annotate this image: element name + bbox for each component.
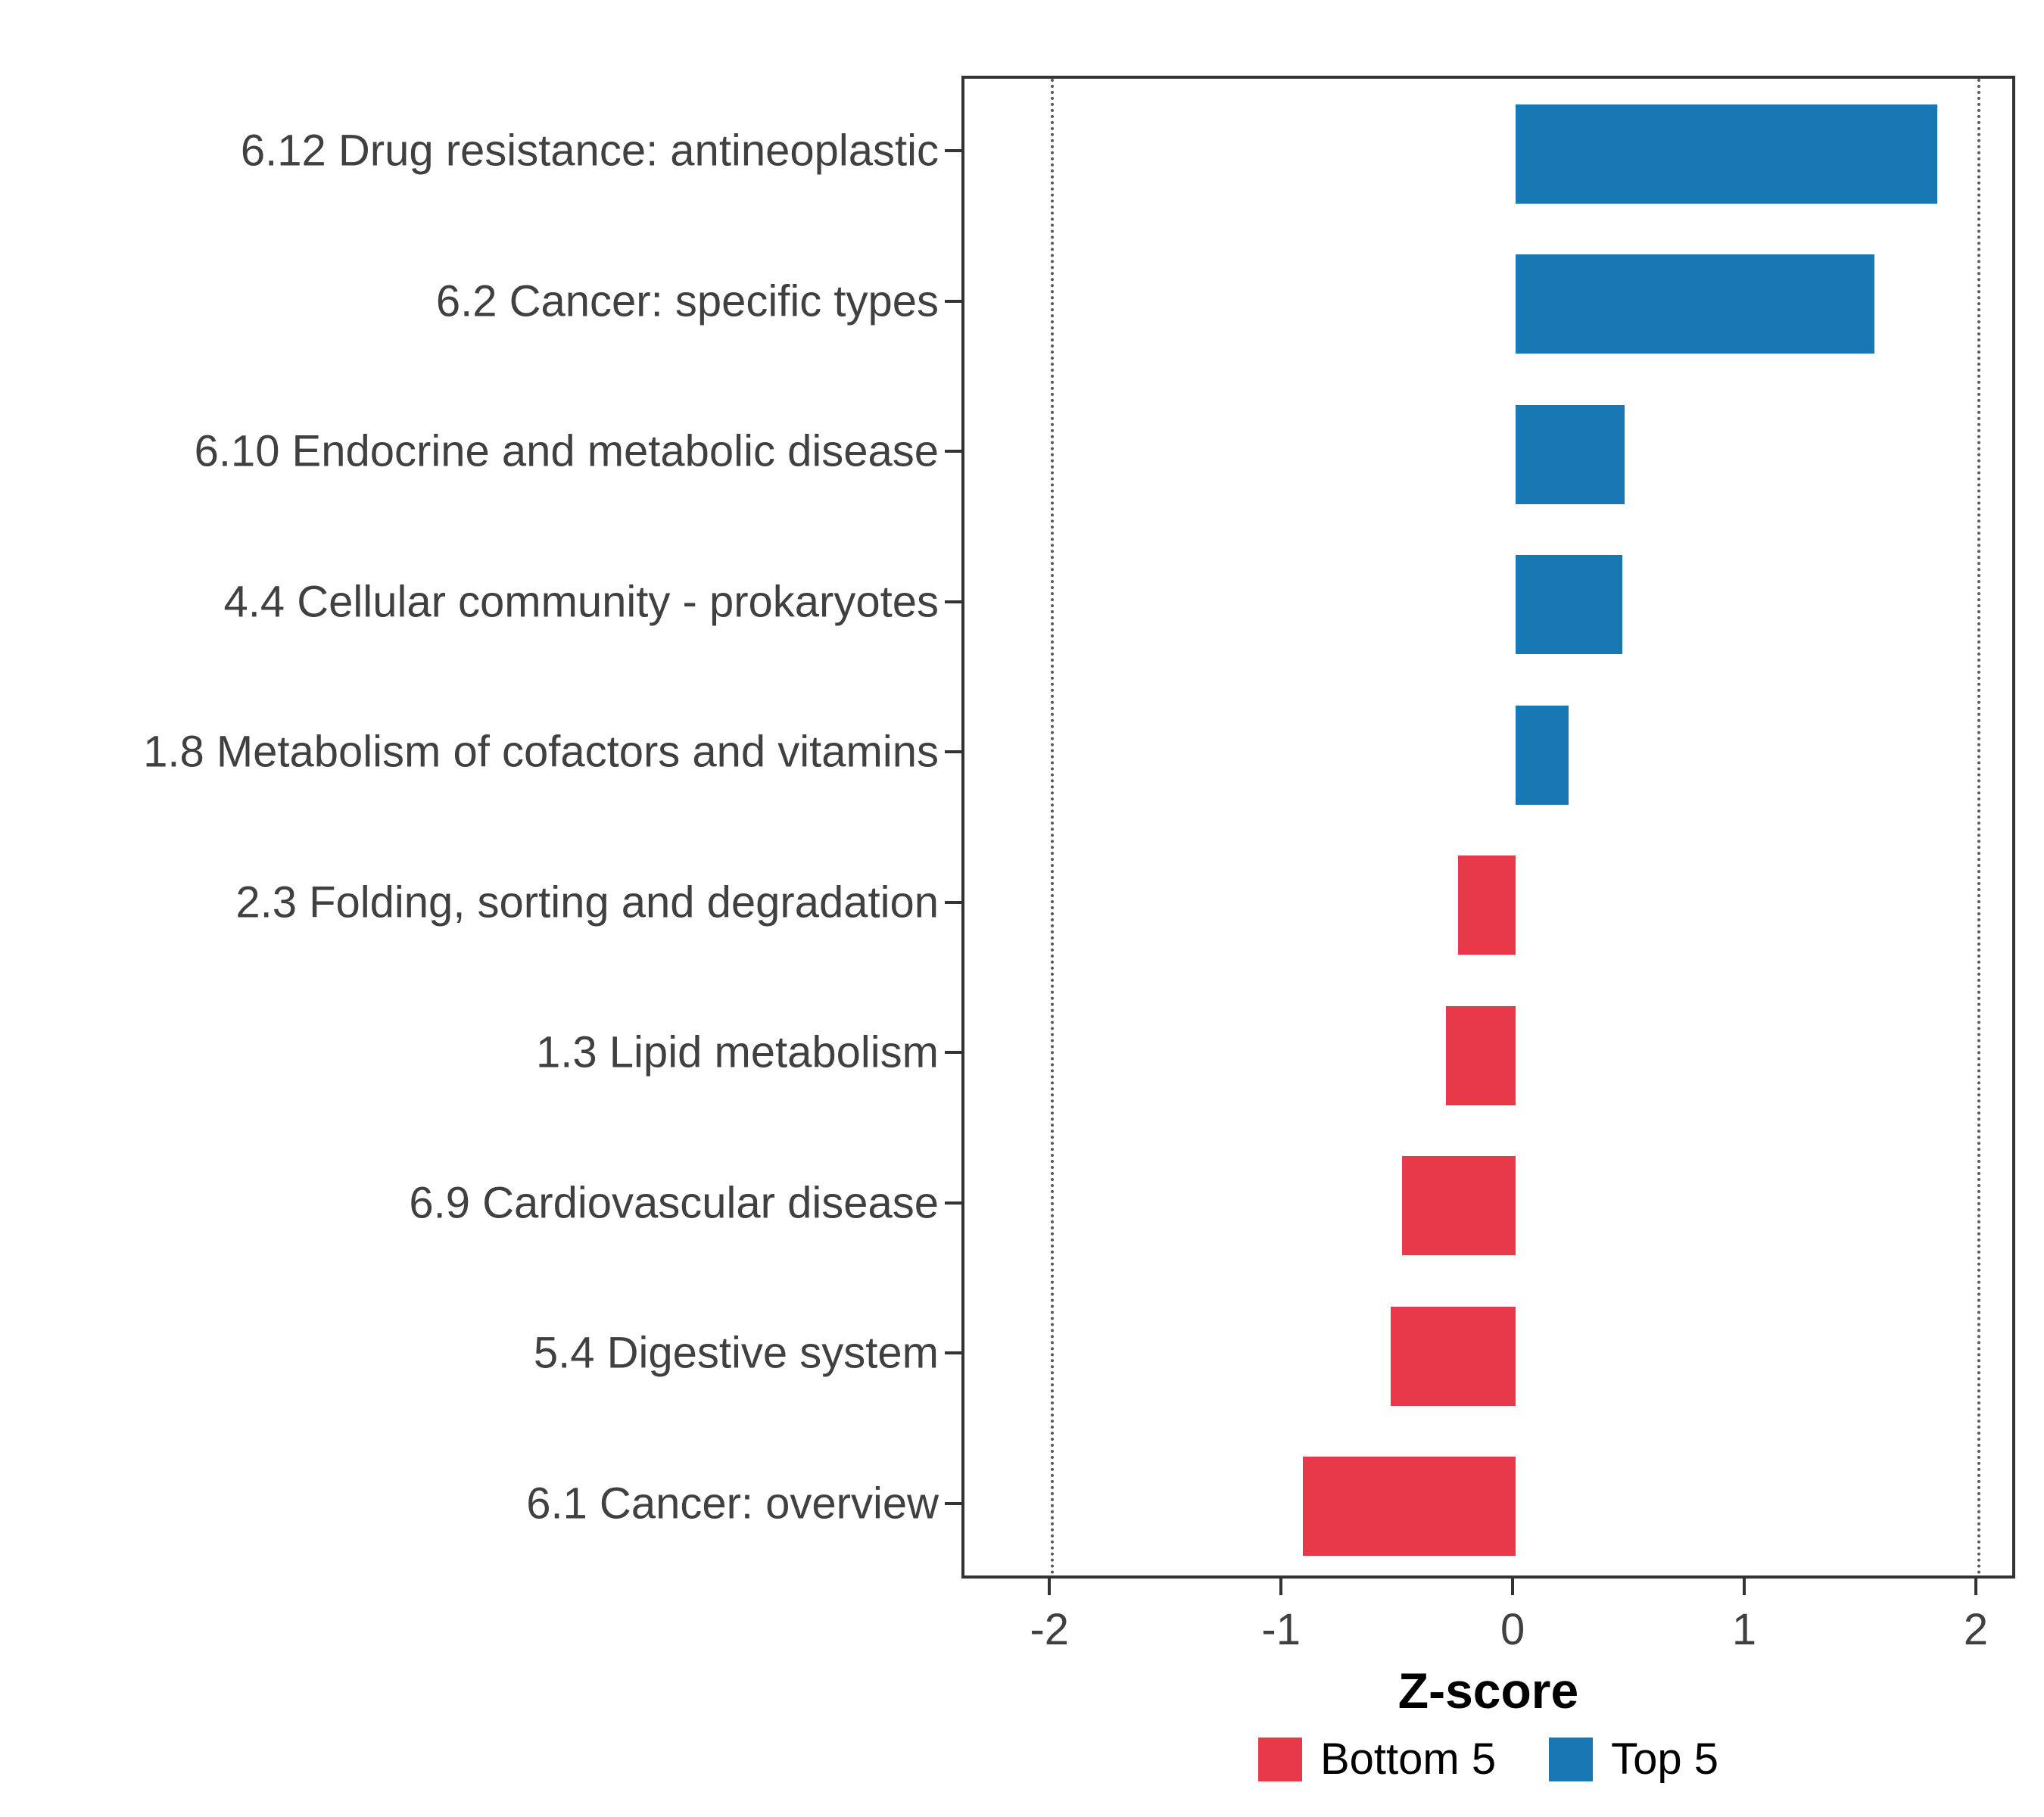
- x-axis-title: Z-score: [1397, 1663, 1579, 1719]
- bar-0: [1516, 104, 1937, 204]
- bar-3: [1516, 555, 1622, 655]
- x-axis-tick: [1048, 1579, 1052, 1595]
- y-axis-label: 6.10 Endocrine and metabolic disease: [194, 426, 939, 476]
- y-axis-labels: 6.12 Drug resistance: antineoplastic 6.2 …: [0, 76, 939, 1579]
- y-axis-tick: [945, 1501, 961, 1505]
- x-axis-tick: [1511, 1579, 1515, 1595]
- y-axis-tick: [945, 1051, 961, 1055]
- bar-6: [1446, 1005, 1516, 1105]
- x-axis-tick: [1974, 1579, 1977, 1595]
- x-axis-tick-label: 2: [1963, 1605, 1989, 1654]
- reference-line-2: [1977, 79, 1980, 1575]
- y-axis-label: 6.2 Cancer: specific types: [435, 276, 939, 326]
- plot-panel: [961, 76, 2015, 1579]
- bar-4: [1516, 705, 1569, 805]
- y-axis-label: 4.4 Cellular community - prokaryotes: [223, 577, 939, 627]
- y-axis-tick: [945, 1201, 961, 1205]
- y-axis-tick: [945, 750, 961, 754]
- y-axis-tick: [945, 900, 961, 904]
- y-axis-tick: [945, 600, 961, 603]
- legend-item: Bottom 5: [1257, 1734, 1497, 1784]
- y-axis-tick: [945, 1351, 961, 1355]
- x-axis-tick: [1279, 1579, 1283, 1595]
- bar-5: [1457, 856, 1516, 955]
- y-axis-label: 5.4 Digestive system: [533, 1328, 939, 1378]
- x-axis-tick-label: -1: [1261, 1605, 1301, 1654]
- y-axis-tick: [945, 149, 961, 153]
- x-axis-tick-label: -2: [1030, 1605, 1070, 1654]
- bar-7: [1402, 1156, 1516, 1256]
- y-axis-label: 6.9 Cardiovascular disease: [409, 1178, 939, 1228]
- legend: Bottom 5 Top 5: [961, 1734, 2015, 1784]
- bar-8: [1390, 1306, 1516, 1406]
- y-axis-tick: [945, 450, 961, 453]
- reference-line--2: [1051, 79, 1055, 1575]
- bar-2: [1516, 404, 1625, 504]
- y-axis-label: 6.12 Drug resistance: antineoplastic: [240, 126, 939, 176]
- legend-swatch: [1257, 1737, 1302, 1781]
- x-axis-tick-label: 1: [1731, 1605, 1757, 1654]
- bar-9: [1302, 1457, 1516, 1557]
- legend-item: Top 5: [1549, 1734, 1718, 1784]
- x-axis-tick-label: 0: [1500, 1605, 1525, 1654]
- y-axis-label: 1.8 Metabolism of cofactors and vitamins: [143, 727, 939, 777]
- y-axis-label: 2.3 Folding, sorting and degradation: [235, 877, 939, 927]
- x-axis-tick: [1743, 1579, 1746, 1595]
- y-axis-label: 6.1 Cancer: overview: [526, 1479, 939, 1529]
- y-axis-tick: [945, 299, 961, 303]
- y-axis-label: 1.3 Lipid metabolism: [536, 1027, 939, 1077]
- legend-label: Top 5: [1611, 1734, 1718, 1784]
- bar-1: [1516, 254, 1875, 354]
- legend-label: Bottom 5: [1320, 1734, 1497, 1784]
- legend-swatch: [1549, 1737, 1594, 1781]
